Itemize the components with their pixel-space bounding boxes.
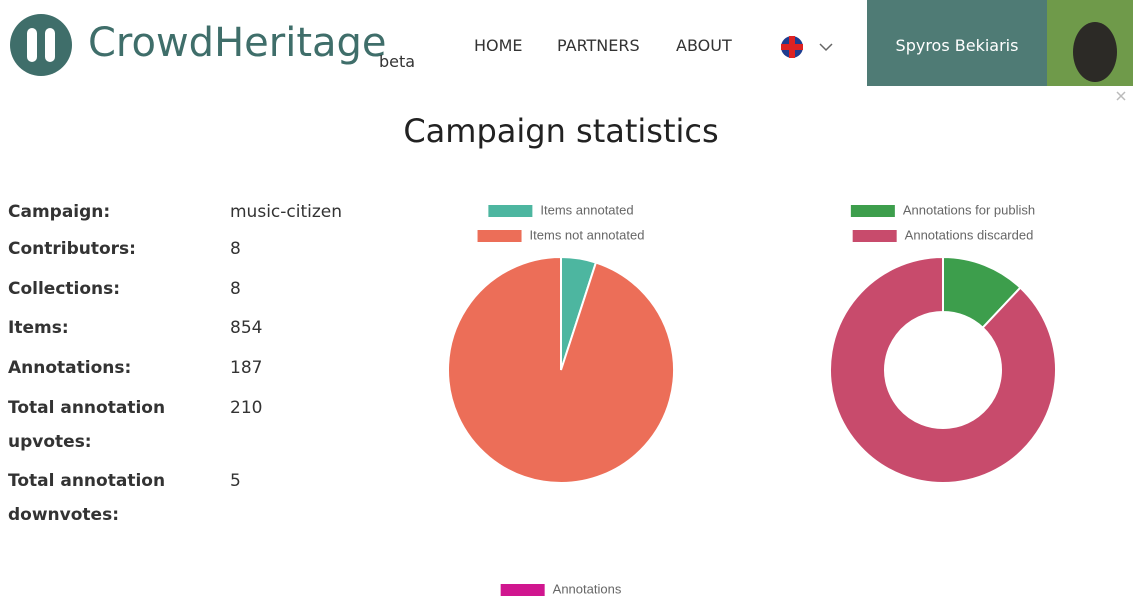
logo-glyph (27, 28, 37, 62)
close-icon[interactable] (1117, 92, 1125, 100)
stat-label: Campaign: (8, 195, 183, 229)
legend-label: Annotations for publish (903, 202, 1035, 217)
flag-stripe (789, 36, 795, 58)
legend-label: Annotations (553, 581, 622, 596)
legend-swatch (853, 230, 897, 242)
stat-label: Items: (8, 311, 183, 345)
stat-label: Total annotation upvotes: (8, 391, 183, 459)
stat-label: Collections: (8, 272, 183, 306)
stat-value: 5 (230, 464, 241, 498)
nav-link[interactable]: HOME (474, 36, 523, 55)
legend-swatch (851, 205, 895, 217)
legend-label: Items annotated (540, 202, 633, 217)
stat-value: 8 (230, 232, 241, 266)
avatar-figure (1073, 22, 1117, 82)
stat-label: Contributors: (8, 232, 183, 266)
stat-value: 854 (230, 311, 262, 345)
stat-value: 210 (230, 391, 262, 425)
dropdown-chevron[interactable] (820, 44, 832, 50)
pie-slice (448, 257, 674, 483)
stat-value: 187 (230, 351, 262, 385)
legend-label: Items not annotated (530, 227, 645, 242)
page: Items annotated Items not annotated Annota… (0, 0, 1133, 597)
legend-swatch (488, 205, 532, 217)
beta-badge: beta (379, 52, 415, 71)
logo-glyph (45, 28, 55, 62)
logo-text[interactable]: CrowdHeritage (88, 20, 387, 66)
pie-slice (830, 257, 1056, 483)
stat-value: 8 (230, 272, 241, 306)
stat-label: Total annotation downvotes: (8, 464, 183, 532)
legend-swatch (501, 584, 545, 596)
nav-link[interactable]: ABOUT (676, 36, 732, 55)
user-name[interactable]: Spyros Bekiaris (867, 36, 1047, 55)
nav-link[interactable]: PARTNERS (557, 36, 640, 55)
logo-mark[interactable] (10, 14, 72, 76)
legend-swatch (478, 230, 522, 242)
page-title: Campaign statistics (0, 112, 1122, 150)
legend-label: Annotations discarded (905, 227, 1034, 242)
stat-value: music-citizen (230, 195, 342, 229)
stat-label: Annotations: (8, 351, 183, 385)
